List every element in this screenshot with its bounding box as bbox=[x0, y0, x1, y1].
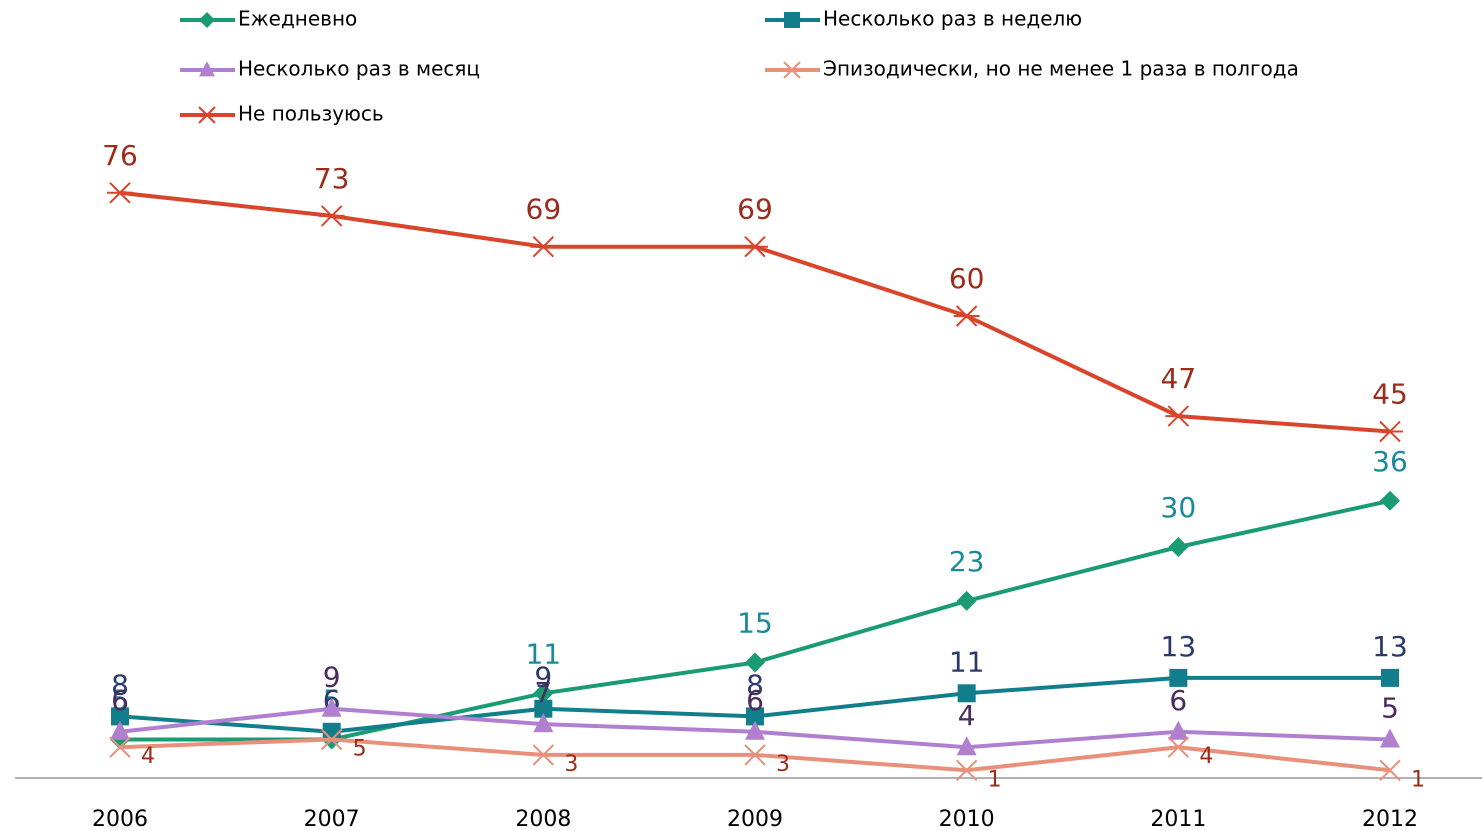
legend-label: Не пользуюсь bbox=[238, 102, 384, 126]
marker bbox=[320, 728, 343, 751]
marker bbox=[742, 235, 768, 258]
marker bbox=[111, 707, 129, 726]
legend-label: Несколько раз в месяц bbox=[238, 57, 480, 81]
data-label: 6 bbox=[111, 684, 129, 717]
data-label: 1 bbox=[988, 767, 1002, 792]
data-label: 4 bbox=[141, 744, 155, 769]
marker bbox=[1169, 668, 1188, 687]
marker bbox=[533, 713, 554, 733]
marker bbox=[744, 744, 766, 766]
marker bbox=[534, 699, 553, 718]
marker bbox=[321, 697, 342, 717]
x-tick-label: 2008 bbox=[515, 807, 571, 831]
marker bbox=[957, 684, 976, 703]
marker bbox=[532, 744, 555, 766]
data-label: 6 bbox=[746, 684, 764, 717]
data-label: 69 bbox=[526, 193, 562, 226]
marker bbox=[1380, 728, 1400, 748]
data-label: 9 bbox=[534, 661, 552, 694]
marker bbox=[1168, 537, 1189, 557]
marker bbox=[1377, 420, 1403, 443]
data-label: 13 bbox=[1161, 630, 1197, 663]
data-label: 4 bbox=[1199, 744, 1213, 769]
series-line bbox=[119, 190, 1391, 434]
x-tick-label: 2011 bbox=[1150, 807, 1206, 831]
x-tick-label: 2006 bbox=[92, 807, 148, 831]
marker bbox=[196, 106, 218, 124]
marker bbox=[199, 61, 215, 77]
marker bbox=[746, 707, 764, 726]
marker bbox=[955, 759, 978, 782]
marker bbox=[783, 61, 801, 79]
data-label: 6 bbox=[1169, 684, 1187, 717]
marker bbox=[107, 182, 133, 204]
data-label: 5 bbox=[353, 737, 367, 762]
x-tick-label: 2009 bbox=[727, 807, 783, 831]
marker bbox=[1380, 490, 1400, 511]
data-label: 73 bbox=[314, 162, 350, 195]
data-label: 76 bbox=[102, 139, 138, 172]
data-label: 3 bbox=[564, 752, 578, 777]
marker bbox=[1168, 720, 1189, 740]
marker bbox=[318, 205, 345, 227]
marker bbox=[530, 235, 557, 258]
data-label: 9 bbox=[323, 661, 341, 694]
data-label: 1 bbox=[1411, 767, 1425, 792]
data-label: 7 bbox=[534, 676, 552, 709]
data-label: 8 bbox=[746, 668, 764, 701]
data-label: 69 bbox=[737, 193, 773, 226]
marker bbox=[533, 683, 554, 704]
marker bbox=[745, 652, 765, 673]
data-label: 60 bbox=[949, 262, 985, 295]
x-tick-label: 2010 bbox=[939, 807, 995, 831]
marker bbox=[199, 12, 215, 28]
data-label: 11 bbox=[949, 645, 985, 678]
marker bbox=[1379, 759, 1401, 782]
data-label: 47 bbox=[1161, 362, 1197, 395]
data-label: 5 bbox=[1381, 692, 1399, 725]
marker bbox=[1167, 736, 1190, 758]
marker bbox=[1165, 405, 1192, 427]
marker bbox=[956, 736, 977, 756]
data-label: 23 bbox=[949, 545, 985, 578]
marker bbox=[956, 590, 977, 611]
data-label: 4 bbox=[958, 699, 976, 732]
legend-label: Ежедневно bbox=[238, 7, 357, 31]
legend-label: Несколько раз в неделю bbox=[823, 7, 1082, 31]
data-label: 11 bbox=[526, 637, 562, 670]
data-label: 45 bbox=[1372, 378, 1408, 411]
legend-label: Эпизодически, но не менее 1 раза в полго… bbox=[823, 57, 1299, 81]
data-label: 3 bbox=[776, 752, 790, 777]
data-label: 36 bbox=[1372, 445, 1408, 478]
data-label: 15 bbox=[737, 607, 773, 640]
marker bbox=[953, 305, 980, 327]
data-label: 30 bbox=[1161, 491, 1197, 524]
marker bbox=[784, 12, 800, 28]
marker bbox=[1381, 668, 1399, 687]
x-tick-label: 2007 bbox=[304, 807, 360, 831]
x-tick-label: 2012 bbox=[1362, 807, 1418, 831]
data-label: 13 bbox=[1372, 630, 1408, 663]
data-label: 8 bbox=[111, 668, 129, 701]
marker bbox=[109, 736, 131, 758]
marker bbox=[745, 720, 765, 740]
marker bbox=[110, 720, 130, 740]
